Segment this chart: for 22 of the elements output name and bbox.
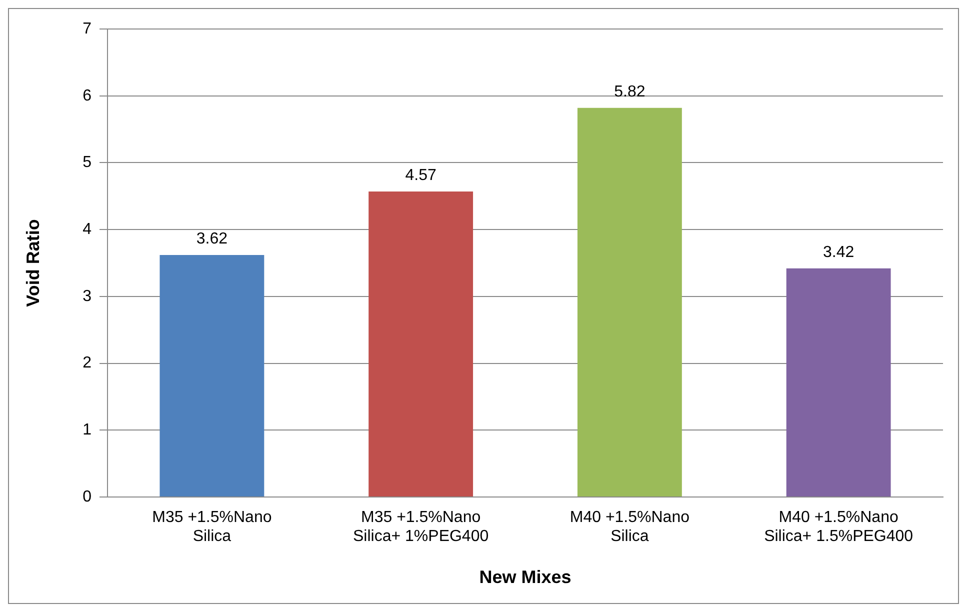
y-tick-label: 4 [82, 220, 92, 238]
bar [160, 254, 264, 496]
data-label: 5.82 [614, 83, 646, 100]
y-tick-label: 3 [82, 288, 92, 305]
x-tick-label: M40 +1.5%Nano Silica+ 1.5%PEG400 [764, 509, 914, 546]
y-tick-label: 2 [82, 354, 92, 372]
y-tick-label: 1 [82, 422, 92, 439]
x-tick-label: M35 +1.5%Nano Silica+ 1%PEG400 [352, 509, 489, 546]
bar [368, 191, 474, 496]
y-tick-label: 0 [82, 488, 92, 506]
y-tick-label: 5 [82, 154, 92, 172]
data-label: 3.42 [822, 244, 854, 261]
bar [577, 108, 682, 496]
y-tick-label: 7 [82, 20, 92, 38]
x-tick-label: M35 +1.5%Nano Silica [152, 509, 272, 546]
bar [786, 268, 891, 496]
x-tick-label: M40 +1.5%Nano Silica [570, 509, 690, 546]
y-tick-label: 6 [82, 87, 92, 104]
data-label: 4.57 [405, 166, 436, 184]
y-axis-title: Void Ratio [22, 219, 43, 307]
data-label: 3.62 [196, 230, 228, 248]
x-axis-title: New Mixes [479, 567, 572, 588]
